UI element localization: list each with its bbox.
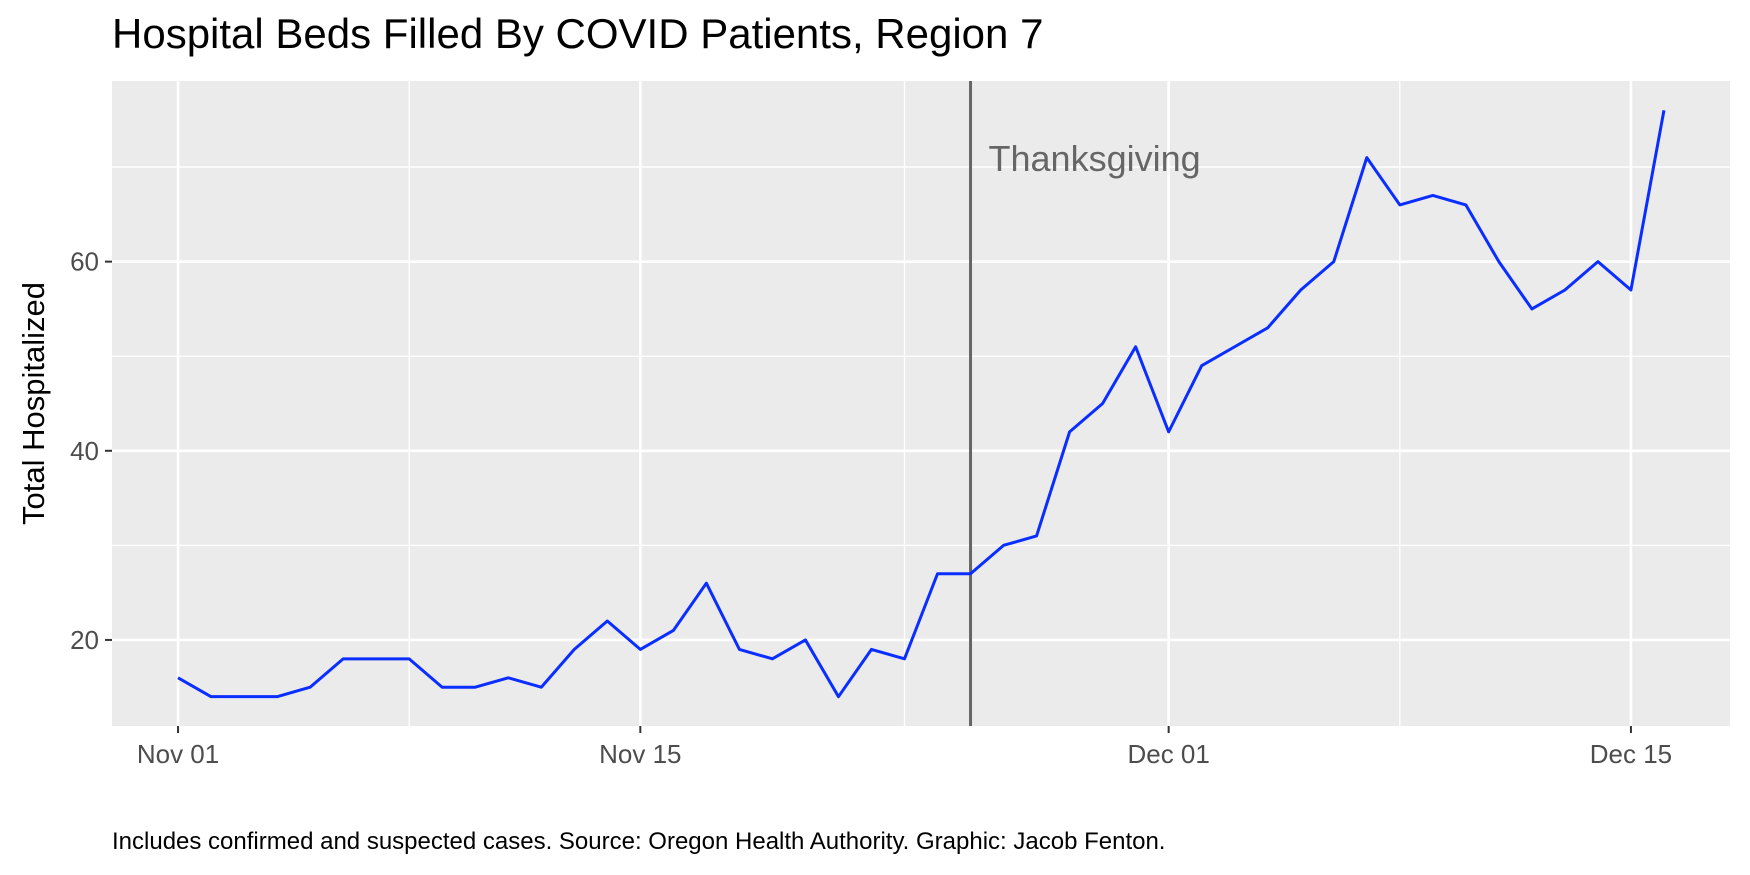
major-gridlines [112,81,1730,726]
x-tick-label: Nov 01 [137,739,219,769]
y-tick-label: 20 [70,625,99,655]
x-tick-label: Dec 01 [1127,739,1209,769]
x-axis: Nov 01 Nov 15 Dec 01 Dec 15 [137,726,1672,769]
x-tick-label: Nov 15 [599,739,681,769]
x-tick-label: Dec 15 [1590,739,1672,769]
annotation-label: Thanksgiving [989,138,1201,179]
y-axis-title: Total Hospitalized [16,282,51,525]
y-axis: 20 40 60 [70,247,112,655]
thanksgiving-annotation: Thanksgiving [969,81,1201,726]
series-line [177,110,1666,699]
minor-gridlines [112,81,1730,726]
chart-title: Hospital Beds Filled By COVID Patients, … [112,10,1044,57]
y-tick-label: 60 [70,247,99,277]
plot-panel [112,81,1730,726]
y-tick-label: 40 [70,436,99,466]
chart-caption: Includes confirmed and suspected cases. … [112,828,1166,855]
